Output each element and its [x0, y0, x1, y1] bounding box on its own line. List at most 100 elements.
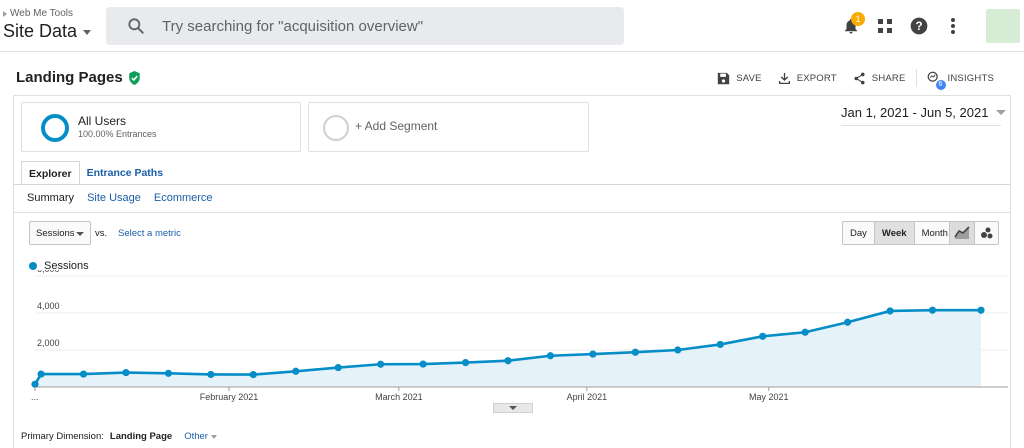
sessions-line-chart: 2,000 4,000 6,000... February 2021 March 202…	[31, 270, 1008, 402]
line-chart-button[interactable]	[950, 222, 974, 244]
data-point	[886, 307, 894, 315]
report-tabs: Explorer Entrance Paths	[21, 161, 170, 185]
x-tick-label: February 2021	[200, 392, 259, 402]
subtab-site-usage[interactable]: Site Usage	[87, 192, 141, 204]
data-point	[674, 346, 682, 354]
x-tick-label: April 2021	[567, 392, 608, 402]
apps-button[interactable]	[868, 9, 902, 43]
help-icon: ?	[910, 17, 928, 35]
save-button[interactable]: SAVE	[709, 68, 769, 88]
metric-dropdown[interactable]: Sessions	[29, 221, 91, 245]
date-range-text: Jan 1, 2021 - Jun 5, 2021	[841, 105, 989, 120]
metric-dropdown-value: Sessions	[36, 227, 75, 239]
data-point	[977, 306, 985, 314]
granularity-toggle: Day Week Month	[842, 221, 956, 245]
more-options-button[interactable]	[936, 9, 970, 43]
tab-entrance-paths[interactable]: Entrance Paths	[86, 167, 164, 179]
motion-chart-button[interactable]	[974, 222, 998, 244]
other-dimension-dropdown[interactable]: Other	[184, 431, 217, 442]
help-button[interactable]: ?	[902, 9, 936, 43]
chart-legend: Sessions	[29, 260, 89, 272]
property-name: Site Data	[3, 21, 78, 41]
segment-subtitle: 100.00% Entrances	[78, 129, 157, 139]
export-button[interactable]: EXPORT	[770, 68, 845, 88]
subtab-ecommerce[interactable]: Ecommerce	[153, 192, 213, 204]
legend-dot	[29, 262, 37, 270]
segment-all-users[interactable]: All Users 100.00% Entrances	[21, 102, 301, 152]
data-point	[759, 332, 767, 340]
primary-dimension-value[interactable]: Landing Page	[109, 431, 173, 442]
month-button[interactable]: Month	[914, 222, 955, 244]
data-point	[504, 357, 512, 365]
primary-dimension-bar: Primary Dimension: Landing Page Other	[21, 431, 217, 442]
y-tick-label: 2,000	[37, 338, 60, 348]
segment-name: All Users	[78, 114, 127, 128]
top-icons: 1 ?	[834, 0, 1024, 52]
date-range-underline	[841, 125, 1001, 126]
bubble-chart-icon	[980, 227, 992, 239]
data-point	[249, 371, 257, 379]
report-title: Landing Pages	[16, 69, 141, 86]
subtab-summary[interactable]: Summary	[27, 192, 75, 204]
x-tick-label: ...	[31, 392, 39, 402]
data-point	[377, 360, 385, 368]
vs-label: vs.	[95, 228, 108, 239]
share-icon	[854, 72, 865, 84]
empty-segment-ring-icon	[323, 115, 349, 141]
chevron-down-icon	[76, 232, 84, 236]
legend-label: Sessions	[44, 260, 89, 272]
primary-dimension-label: Primary Dimension:	[21, 431, 104, 442]
notifications-button[interactable]: 1	[834, 9, 868, 43]
subtabs-divider	[14, 212, 1010, 213]
chart-collapse-handle[interactable]	[493, 403, 533, 413]
tab-explorer[interactable]: Explorer	[21, 161, 80, 185]
account-name: Web Me Tools	[10, 8, 73, 19]
other-label: Other	[184, 431, 208, 442]
verified-shield-icon	[128, 70, 140, 85]
data-point	[631, 348, 639, 356]
data-point	[461, 358, 470, 367]
data-point	[31, 380, 39, 388]
search-input[interactable]	[162, 17, 602, 35]
data-point	[801, 328, 809, 336]
data-point	[546, 352, 555, 360]
avatar[interactable]	[986, 9, 1020, 43]
week-button[interactable]: Week	[874, 222, 915, 244]
account-breadcrumb[interactable]: Web Me Tools	[3, 8, 73, 19]
share-button[interactable]: SHARE	[845, 68, 914, 88]
property-selector[interactable]: Site Data	[3, 21, 92, 42]
actions-divider	[915, 69, 917, 87]
chevron-down-icon	[996, 110, 1007, 115]
export-label: EXPORT	[796, 72, 837, 84]
data-point	[164, 369, 173, 377]
data-point	[589, 350, 597, 358]
sessions-area	[35, 310, 981, 387]
report-actions: SAVE EXPORT SHARE 6 INSIGHTS	[709, 68, 1002, 90]
data-point	[716, 340, 724, 349]
page-title: Landing Pages	[16, 69, 123, 86]
day-button[interactable]: Day	[843, 222, 875, 244]
date-range-picker[interactable]: Jan 1, 2021 - Jun 5, 2021	[841, 105, 1007, 120]
insights-icon: 6	[927, 71, 946, 90]
search-bar[interactable]	[106, 7, 624, 45]
chevron-down-icon	[509, 406, 517, 410]
more-vert-icon	[951, 18, 955, 34]
segment-ring-icon	[41, 114, 69, 142]
chevron-down-icon	[83, 30, 92, 35]
x-tick-label: March 2021	[375, 392, 423, 402]
svg-text:?: ?	[915, 20, 922, 33]
save-icon	[718, 72, 730, 84]
data-point	[334, 363, 342, 372]
data-point	[79, 370, 88, 378]
select-metric-link[interactable]: Select a metric	[118, 228, 181, 239]
data-point	[843, 318, 852, 326]
report-panel	[13, 95, 1011, 448]
data-point	[122, 368, 130, 377]
insights-label: INSIGHTS	[947, 72, 994, 84]
add-segment-button[interactable]: + Add Segment	[308, 102, 589, 152]
y-tick-label: 6,000	[37, 270, 60, 274]
x-tick-label: May 2021	[749, 392, 789, 402]
share-label: SHARE	[871, 72, 906, 84]
insights-badge: 6	[935, 79, 946, 90]
insights-button[interactable]: 6 INSIGHTS	[919, 68, 1002, 90]
